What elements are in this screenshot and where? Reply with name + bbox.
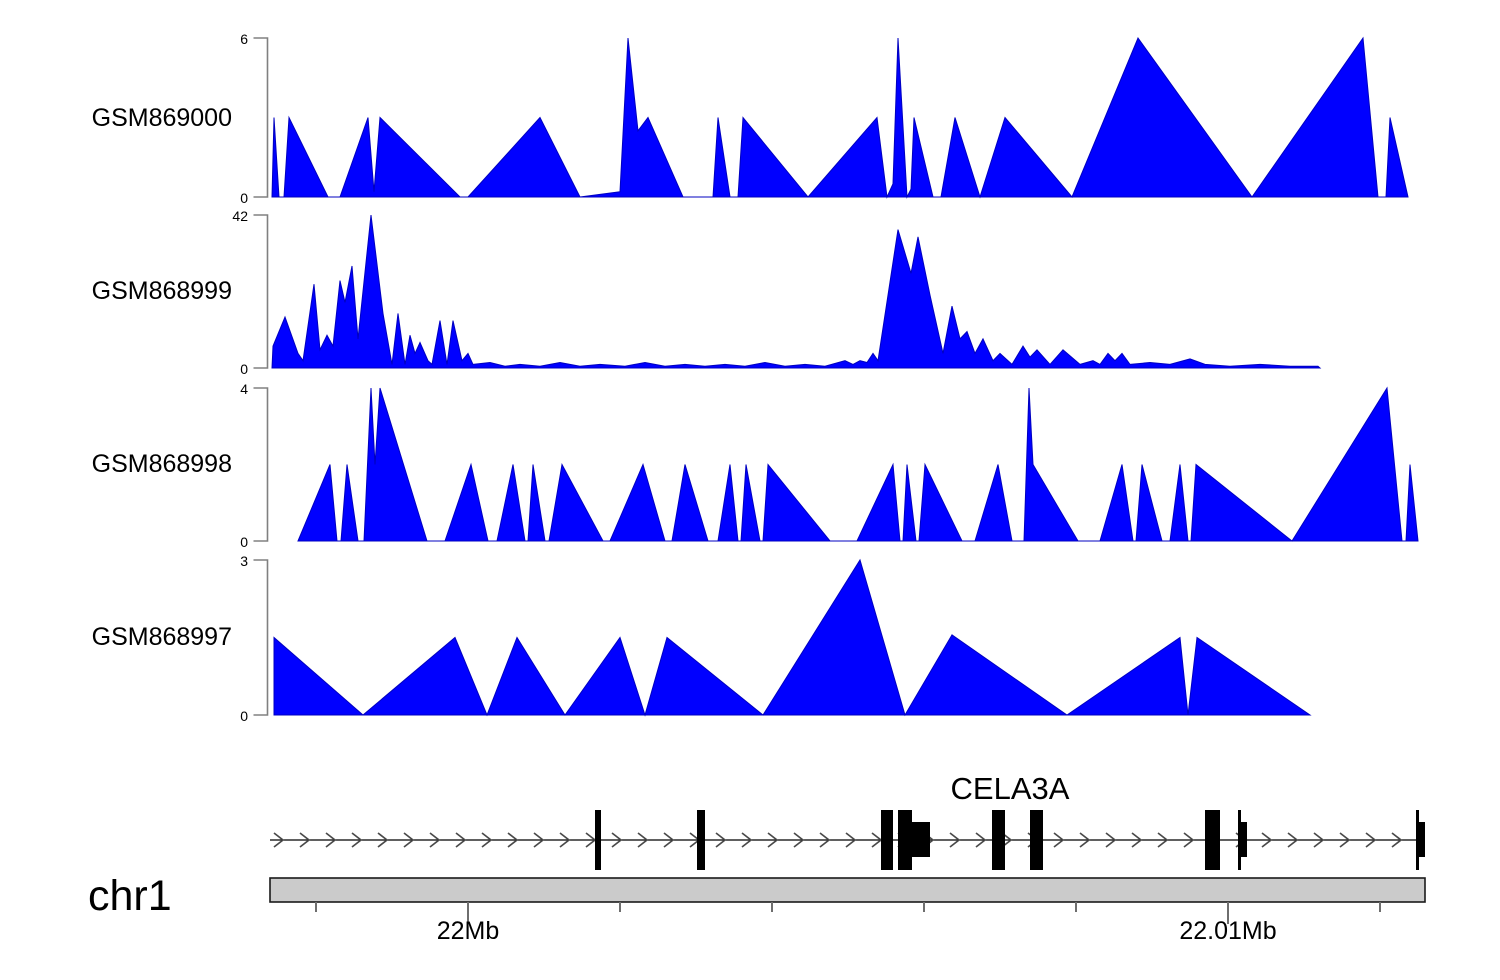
gene-model-track — [270, 810, 1425, 870]
yaxis-min-track4: 0 — [240, 708, 248, 724]
gene-name-label: CELA3A — [950, 771, 1070, 806]
strand-arrow-icon — [819, 832, 831, 848]
exon-rect — [697, 810, 705, 870]
coverage-track-gsm868998 — [253, 386, 1419, 542]
strand-arrow-icon — [793, 832, 805, 848]
yaxis-min-track1: 0 — [240, 190, 248, 206]
strand-arrow-icon — [351, 832, 363, 848]
coverage-track-gsm868997 — [253, 558, 1312, 717]
coverage-polygon — [273, 558, 1312, 717]
strand-arrow-icon — [1105, 832, 1117, 848]
strand-arrow-icon — [1157, 832, 1169, 848]
strand-arrow-icon — [1313, 832, 1325, 848]
yaxis-min-track3: 0 — [240, 534, 248, 550]
strand-arrow-icon — [767, 832, 779, 848]
track-label-gsm868997: GSM868997 — [91, 623, 232, 651]
track-y-axis — [253, 387, 269, 542]
exon-rect — [992, 810, 1005, 870]
strand-arrow-icon — [637, 832, 649, 848]
yaxis-max-track1: 6 — [240, 31, 248, 47]
coverage-polygon — [271, 36, 1409, 199]
chromosome-ruler — [269, 877, 1426, 924]
strand-arrow-icon — [949, 832, 961, 848]
strand-arrow-icon — [533, 832, 545, 848]
exon-rect — [1416, 810, 1419, 870]
track-label-gsm868998: GSM868998 — [91, 450, 232, 478]
strand-arrow-icon — [377, 832, 389, 848]
track-label-gsm869000: GSM869000 — [91, 104, 232, 132]
strand-arrow-icon — [299, 832, 311, 848]
exon-rect — [1241, 822, 1247, 857]
yaxis-max-track3: 4 — [240, 381, 248, 397]
strand-arrow-icon — [1183, 832, 1195, 848]
exon-rect — [881, 810, 893, 870]
exon-rect — [1030, 810, 1043, 870]
strand-arrow-icon — [455, 832, 467, 848]
strand-arrow-icon — [663, 832, 675, 848]
exon-rect — [898, 810, 912, 870]
track-y-axis — [253, 214, 269, 369]
strand-arrow-icon — [1131, 832, 1143, 848]
chromosome-name-label: chr1 — [88, 872, 172, 920]
track-y-axis — [253, 559, 269, 716]
strand-arrow-icon — [975, 832, 987, 848]
strand-arrow-icon — [1261, 832, 1273, 848]
strand-arrow-icon — [1339, 832, 1351, 848]
chromosome-ideogram — [269, 877, 1426, 903]
exon-rect — [1205, 810, 1220, 870]
strand-arrow-icon — [715, 832, 727, 848]
track-y-axis — [253, 37, 269, 198]
exon-rect — [1238, 810, 1241, 870]
yaxis-min-track2: 0 — [240, 361, 248, 377]
ruler-label-22mb: 22Mb — [436, 917, 500, 945]
track-label-gsm868999: GSM868999 — [91, 277, 232, 305]
exon-rect — [595, 810, 601, 870]
strand-arrow-icon — [273, 832, 285, 848]
strand-arrow-icon — [403, 832, 415, 848]
strand-arrow-icon — [1391, 832, 1403, 848]
coverage-track-gsm869000 — [253, 36, 1409, 199]
strand-arrow-icon — [1079, 832, 1091, 848]
strand-arrow-icon — [325, 832, 337, 848]
strand-arrow-icon — [845, 832, 857, 848]
yaxis-max-track4: 3 — [240, 553, 248, 569]
strand-arrow-icon — [1365, 832, 1377, 848]
strand-arrow-icon — [611, 832, 623, 848]
strand-arrow-icon — [429, 832, 441, 848]
strand-arrow-icon — [481, 832, 493, 848]
exon-rect — [1419, 822, 1425, 857]
coverage-polygon — [297, 386, 1419, 542]
strand-arrow-icon — [507, 832, 519, 848]
strand-arrow-icon — [1287, 832, 1299, 848]
strand-arrow-icon — [741, 832, 753, 848]
strand-arrow-icon — [559, 832, 571, 848]
coverage-track-gsm868999 — [253, 214, 1322, 369]
strand-arrow-icon — [1053, 832, 1065, 848]
exon-rect — [912, 822, 930, 857]
coverage-polygon — [271, 214, 1322, 369]
ruler-label-2201mb: 22.01Mb — [1179, 917, 1277, 945]
yaxis-max-track2: 42 — [232, 208, 248, 224]
